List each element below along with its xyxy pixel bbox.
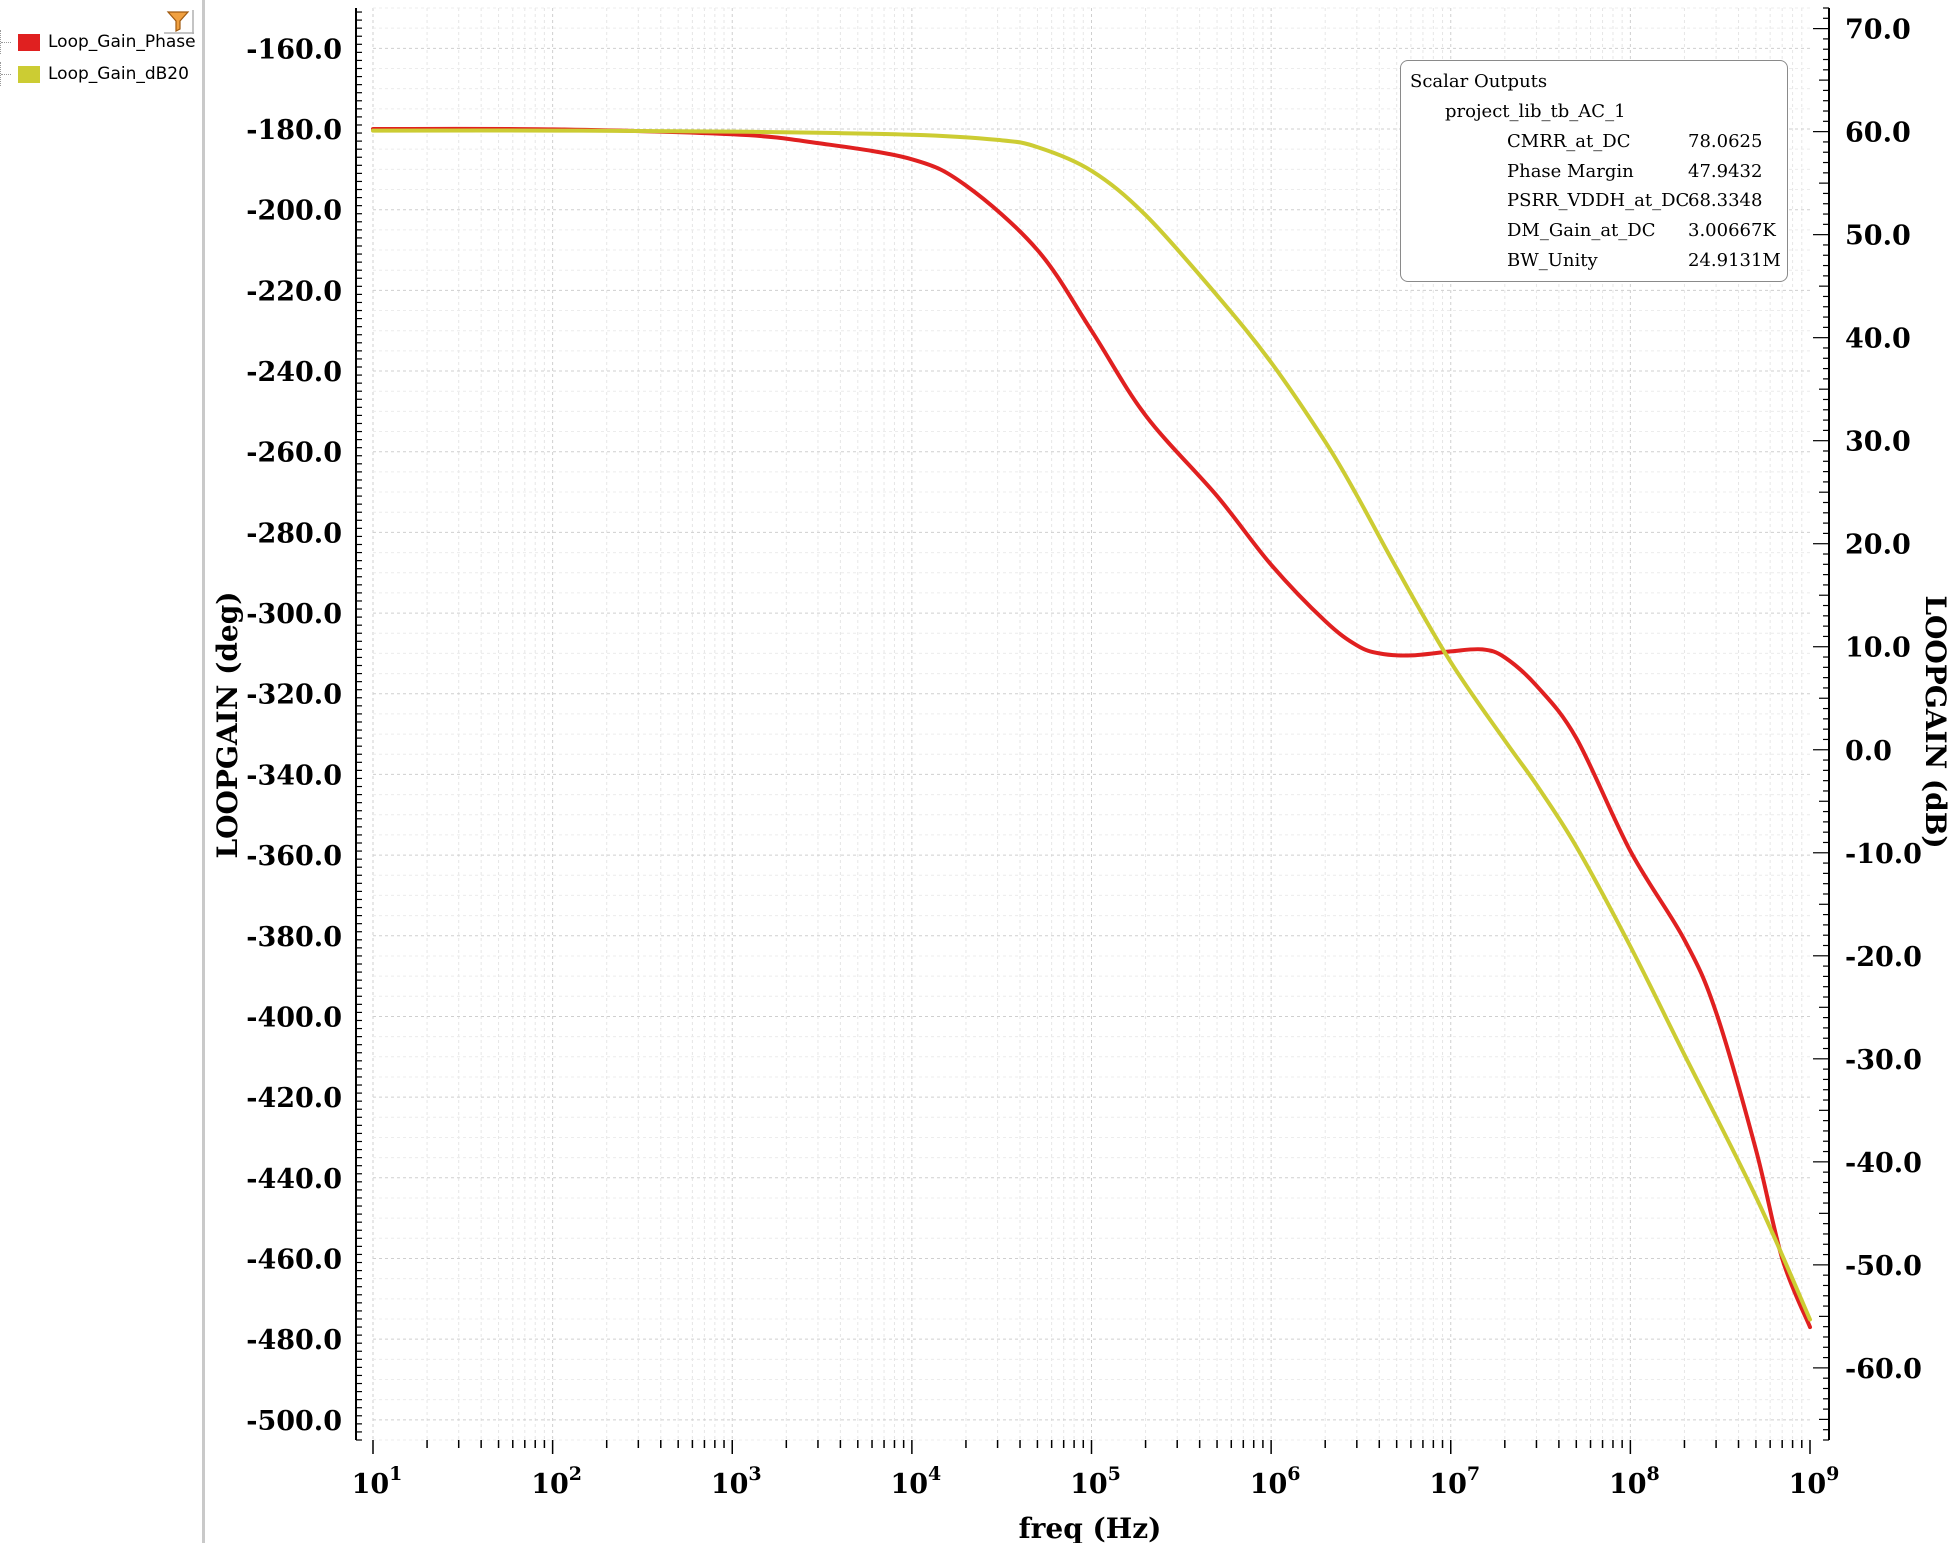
series	[371, 126, 1812, 1330]
y-left-tick-label: -440.0	[246, 1164, 342, 1195]
x-tick-label: 104	[890, 1463, 941, 1500]
scalar-outputs-title: Scalar Outputs	[1410, 71, 1548, 92]
scalar-value: 47.9432	[1688, 161, 1763, 182]
y-right-tick-label: -30.0	[1845, 1045, 1922, 1076]
scalar-value: 3.00667K	[1688, 220, 1776, 241]
x-tick-label: 105	[1070, 1463, 1121, 1500]
y-axis-right-title: LOOPGAIN (dB)	[1919, 595, 1951, 848]
legend-swatch	[18, 65, 40, 83]
scalar-row-psrr: PSRR_VDDH_at_DC 68.3348	[1507, 190, 1787, 216]
y-left-tick-label: -340.0	[246, 760, 342, 791]
x-tick-label: 109	[1789, 1463, 1840, 1500]
y-right-tick-label: 30.0	[1845, 427, 1911, 458]
scalar-name: PSRR_VDDH_at_DC	[1507, 190, 1690, 211]
scalar-row-cmrr: CMRR_at_DC 78.0625	[1507, 131, 1787, 157]
x-axis-title: freq (Hz)	[1019, 1512, 1162, 1543]
grid	[372, 7, 1810, 1441]
y-right-tick-label: -40.0	[1845, 1148, 1922, 1179]
y-left-tick-label: -320.0	[246, 680, 342, 711]
legend-label: Loop_Gain_dB20	[48, 64, 189, 84]
y-left-tick-label: -400.0	[246, 1002, 342, 1033]
y-left-tick-label: -160.0	[246, 34, 342, 65]
legend-item-loop-gain-db20[interactable]: Loop_Gain_dB20	[0, 62, 189, 86]
y-left-tick-label: -260.0	[246, 438, 342, 469]
scalar-name: CMRR_at_DC	[1507, 131, 1631, 152]
series-line-loop-gain-phase	[371, 126, 1812, 1330]
filter-icon[interactable]	[162, 8, 196, 36]
x-tick-label: 108	[1609, 1463, 1660, 1500]
x-tick-label: 102	[531, 1463, 582, 1500]
y-right-tick-label: 10.0	[1845, 633, 1911, 664]
scalar-row-dm-gain: DM_Gain_at_DC 3.00667K	[1507, 220, 1787, 246]
scalar-name: DM_Gain_at_DC	[1507, 220, 1656, 241]
y-left-tick-label: -180.0	[246, 115, 342, 146]
series-line-loop-gain-db20	[371, 128, 1812, 1322]
y-left-tick-label: -220.0	[246, 276, 342, 307]
y-left-tick-label: -280.0	[246, 518, 342, 549]
y-right-tick-label: 40.0	[1845, 324, 1911, 355]
scalar-row-phase-margin: Phase Margin 47.9432	[1507, 161, 1787, 187]
y-right-tick-label: 70.0	[1845, 15, 1911, 46]
y-right-tick-label: -60.0	[1845, 1354, 1922, 1385]
y-left-tick-label: -380.0	[246, 922, 342, 953]
y-right-tick-label: 50.0	[1845, 221, 1911, 252]
scalar-row-bw-unity: BW_Unity 24.9131M	[1507, 250, 1787, 276]
y-left-tick-label: -200.0	[246, 196, 342, 227]
tree-connector	[0, 30, 14, 54]
y-left-tick-label: -460.0	[246, 1244, 342, 1275]
y-left-tick-label: -480.0	[246, 1325, 342, 1356]
scalar-name: BW_Unity	[1507, 250, 1598, 271]
scalar-value: 68.3348	[1688, 190, 1763, 211]
scalar-outputs-box: Scalar Outputs project_lib_tb_AC_1 CMRR_…	[1400, 60, 1788, 282]
legend-label: Loop_Gain_Phase	[48, 32, 196, 52]
scalar-name: Phase Margin	[1507, 161, 1634, 182]
y-left-tick-label: -500.0	[246, 1406, 342, 1437]
x-tick-label: 107	[1429, 1463, 1480, 1500]
y-right-tick-label: 60.0	[1845, 118, 1911, 149]
y-right-tick-label: -10.0	[1845, 839, 1922, 870]
tree-connector	[0, 62, 14, 86]
y-right-tick-label: -50.0	[1845, 1251, 1922, 1282]
y-right-tick-label: 20.0	[1845, 530, 1911, 561]
scalar-value: 24.9131M	[1688, 250, 1781, 271]
scalar-value: 78.0625	[1688, 131, 1763, 152]
y-right-tick-label: -20.0	[1845, 942, 1922, 973]
x-tick-label: 106	[1250, 1463, 1301, 1500]
y-left-tick-label: -360.0	[246, 841, 342, 872]
axes	[355, 7, 1830, 1454]
y-axis-left-title: LOOPGAIN (deg)	[211, 591, 244, 858]
scalar-outputs-test-name: project_lib_tb_AC_1	[1445, 101, 1626, 122]
y-left-tick-label: -420.0	[246, 1083, 342, 1114]
tick-labels: -160.0 -180.0 -200.0 -220.0 -240.0 -260.0 -280…	[246, 15, 1922, 1500]
y-left-tick-label: -300.0	[246, 599, 342, 630]
x-tick-label: 101	[352, 1463, 403, 1500]
y-right-tick-label: 0.0	[1845, 736, 1892, 767]
y-left-tick-label: -240.0	[246, 357, 342, 388]
legend-item-loop-gain-phase[interactable]: Loop_Gain_Phase	[0, 30, 196, 54]
legend-panel: Loop_Gain_Phase Loop_Gain_dB20	[0, 0, 205, 1543]
x-tick-label: 103	[711, 1463, 762, 1500]
legend-swatch	[18, 33, 40, 51]
